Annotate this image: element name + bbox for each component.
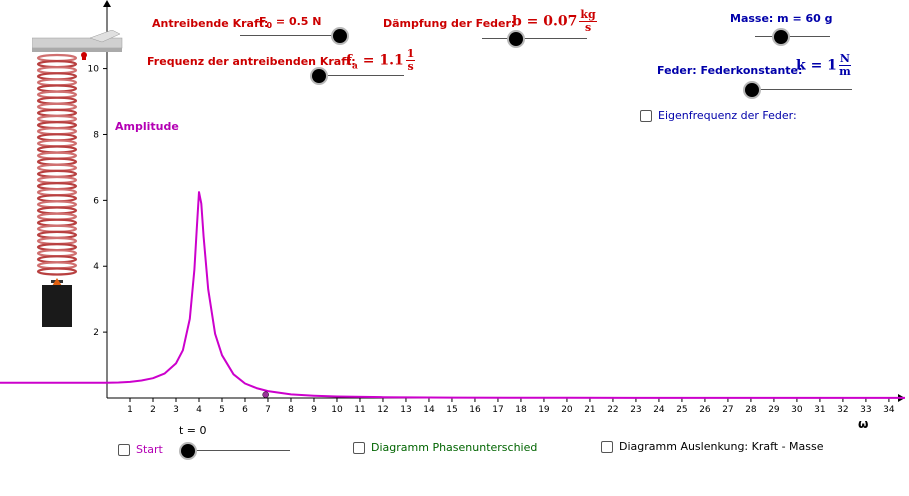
mass-hook-image xyxy=(51,278,63,286)
x-tick-label: 10 xyxy=(331,405,343,415)
frequency-slider-knob[interactable] xyxy=(312,69,326,83)
phase-diagram-checkbox-box[interactable] xyxy=(353,441,365,454)
x-tick-label: 21 xyxy=(584,405,595,415)
x-tick-label: 20 xyxy=(561,405,573,415)
spring-mount-image xyxy=(32,30,123,60)
x-tick-label: 32 xyxy=(837,405,848,415)
x-tick-label: 28 xyxy=(745,405,757,415)
x-tick-label: 4 xyxy=(196,405,202,415)
eigenfrequency-checkbox-box[interactable] xyxy=(640,109,652,122)
x-tick-label: 19 xyxy=(538,405,550,415)
x-tick-label: 9 xyxy=(311,405,317,415)
y-tick-label: 8 xyxy=(93,130,99,140)
mass-block[interactable] xyxy=(42,285,72,327)
frequency-label: Frequenz der antreibenden Kraft: xyxy=(147,55,356,68)
spring-slider[interactable] xyxy=(745,82,852,98)
chart-ylabel: Amplitude xyxy=(115,120,179,133)
time-label: t = 0 xyxy=(179,424,207,437)
x-tick-label: 24 xyxy=(653,405,665,415)
eigenfrequency-checkbox[interactable]: Eigenfrequenz der Feder: xyxy=(640,109,797,122)
force-slider[interactable] xyxy=(240,28,347,44)
x-tick-label: 30 xyxy=(791,405,803,415)
spring-slider-knob[interactable] xyxy=(745,83,759,97)
x-tick-label: 29 xyxy=(768,405,780,415)
x-tick-label: 11 xyxy=(354,405,365,415)
x-tick-label: 31 xyxy=(814,405,825,415)
mass-slider[interactable] xyxy=(755,29,830,45)
spring-image xyxy=(36,53,78,276)
x-tick-label: 22 xyxy=(607,405,618,415)
spring-coil xyxy=(36,267,78,276)
y-axis-arrow xyxy=(103,0,111,7)
x-tick-label: 26 xyxy=(699,405,711,415)
x-tick-label: 14 xyxy=(423,405,435,415)
frequency-value: fa = 1.1 1 s xyxy=(346,47,416,73)
displacement-diagram-checkbox-label: Diagramm Auslenkung: Kraft - Masse xyxy=(619,440,824,453)
damping-value: b = 0.07 kg s xyxy=(512,8,597,34)
amplitude-curve xyxy=(0,191,905,399)
damping-slider-knob[interactable] xyxy=(508,32,523,46)
x-tick-label: 25 xyxy=(676,405,687,415)
start-checkbox-box[interactable] xyxy=(118,443,130,456)
displacement-diagram-checkbox-box[interactable] xyxy=(601,440,613,453)
start-checkbox-label: Start xyxy=(136,443,163,456)
x-tick-label: 17 xyxy=(492,405,503,415)
x-tick-label: 6 xyxy=(242,405,248,415)
x-tick-label: 13 xyxy=(400,405,411,415)
spring-label: Feder: Federkonstante: xyxy=(657,64,803,77)
x-tick-label: 12 xyxy=(377,405,388,415)
x-tick-label: 27 xyxy=(722,405,733,415)
mass-slider-knob[interactable] xyxy=(774,30,789,44)
damping-label: Dämpfung der Feder: xyxy=(383,17,516,30)
eigenfrequency-checkbox-label: Eigenfrequenz der Feder: xyxy=(658,109,797,122)
force-label: Antreibende Kraft: xyxy=(152,17,269,30)
x-tick-label: 3 xyxy=(173,405,179,415)
chart-xlabel: ω xyxy=(858,417,869,431)
x-tick-label: 1 xyxy=(127,405,133,415)
x-tick-label: 23 xyxy=(630,405,641,415)
x-tick-label: 5 xyxy=(219,405,225,415)
x-tick-label: 33 xyxy=(860,405,871,415)
time-slider-knob[interactable] xyxy=(181,444,195,458)
force-slider-knob[interactable] xyxy=(333,29,347,43)
mass-label: Masse: m = 60 g xyxy=(730,12,833,25)
y-tick-label: 2 xyxy=(93,328,99,338)
time-slider[interactable] xyxy=(181,443,290,459)
x-tick-label: 7 xyxy=(265,405,271,415)
x-tick-label: 16 xyxy=(469,405,481,415)
x-tick-label: 15 xyxy=(446,405,457,415)
frequency-slider[interactable] xyxy=(312,68,404,84)
x-tick-label: 18 xyxy=(515,405,527,415)
y-tick-label: 4 xyxy=(93,262,99,272)
force-value: F0 = 0.5 N xyxy=(259,15,322,31)
frequency-marker-point xyxy=(262,391,269,398)
y-tick-label: 6 xyxy=(93,196,99,206)
x-tick-label: 2 xyxy=(150,405,156,415)
start-checkbox[interactable]: Start xyxy=(118,443,163,456)
phase-diagram-checkbox[interactable]: Diagramm Phasenunterschied xyxy=(353,441,537,454)
displacement-diagram-checkbox[interactable]: Diagramm Auslenkung: Kraft - Masse xyxy=(601,440,824,453)
phase-diagram-checkbox-label: Diagramm Phasenunterschied xyxy=(371,441,538,454)
damping-slider[interactable] xyxy=(482,31,587,47)
x-tick-label: 8 xyxy=(288,405,294,415)
x-tick-label: 34 xyxy=(883,405,895,415)
y-tick-label: 10 xyxy=(88,65,100,75)
